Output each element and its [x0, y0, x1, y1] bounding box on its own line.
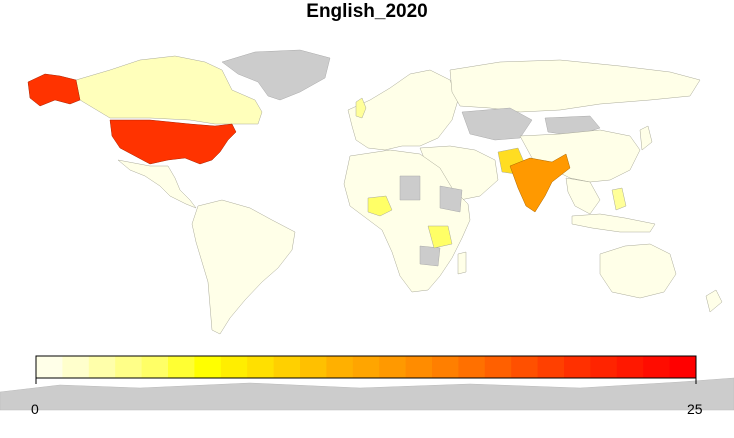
legend-swatch: [590, 356, 618, 378]
region-philippines: [611, 187, 627, 211]
legend-swatch: [669, 356, 697, 378]
legend-color-bar: [36, 356, 697, 378]
legend-swatch: [405, 356, 433, 378]
legend-swatch: [62, 356, 90, 378]
legend-swatch: [432, 356, 459, 378]
legend-swatch: [36, 356, 63, 378]
legend-swatch: [484, 356, 512, 378]
legend-swatch: [616, 356, 644, 378]
legend-swatch: [115, 356, 143, 378]
legend-swatch: [511, 356, 539, 378]
legend-swatch: [247, 356, 275, 378]
legend-swatch: [352, 356, 380, 378]
region-central-asia: [461, 107, 533, 141]
region-united-states: [109, 119, 237, 165]
legend-swatch: [88, 356, 116, 378]
legend-swatch: [168, 356, 195, 378]
region-australia: [599, 243, 677, 299]
region-antarctica: [0, 377, 734, 411]
legend-swatch: [300, 356, 327, 378]
legend-swatch: [326, 356, 354, 378]
region-canada: [75, 55, 263, 125]
region-japan: [639, 125, 653, 151]
region-indonesia: [571, 213, 656, 233]
region-africa-nodata-north: [399, 175, 421, 201]
region-south-america: [191, 199, 296, 335]
legend-swatch: [379, 356, 407, 378]
legend-swatch: [537, 356, 565, 378]
legend-max-label: 25: [687, 401, 703, 417]
legend-swatch: [220, 356, 248, 378]
region-uk: [355, 97, 367, 119]
region-tanzania: [427, 225, 453, 249]
region-alaska: [27, 73, 81, 107]
region-mexico: [117, 159, 197, 209]
legend-swatch: [194, 356, 222, 378]
region-africa-nodata-east: [439, 185, 463, 213]
region-greenland: [221, 49, 331, 101]
legend-frame: [35, 355, 697, 379]
map-title: English_2020: [306, 1, 428, 22]
legend-swatch: [458, 356, 486, 378]
legend-swatch: [643, 356, 671, 378]
region-africa-nodata-south: [419, 245, 441, 267]
region-india: [509, 153, 571, 213]
region-southeast-asia: [565, 177, 601, 215]
region-nigeria: [367, 195, 393, 217]
legend-swatch: [273, 356, 301, 378]
region-russia: [449, 59, 701, 113]
legend-swatch: [141, 356, 169, 378]
legend-min-label: 0: [31, 401, 39, 417]
region-madagascar: [457, 251, 467, 275]
region-europe: [347, 69, 459, 151]
legend-swatch: [564, 356, 591, 378]
region-new-zealand: [705, 289, 723, 313]
